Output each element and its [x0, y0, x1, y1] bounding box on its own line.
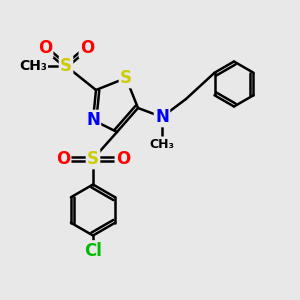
Text: O: O [80, 39, 94, 57]
Text: S: S [60, 57, 72, 75]
Text: S: S [87, 150, 99, 168]
Text: N: N [86, 111, 100, 129]
Text: CH₃: CH₃ [149, 137, 175, 151]
Text: N: N [155, 108, 169, 126]
Text: O: O [38, 39, 52, 57]
Text: S: S [120, 69, 132, 87]
Text: CH₃: CH₃ [19, 59, 47, 73]
Text: O: O [116, 150, 130, 168]
Text: Cl: Cl [84, 242, 102, 260]
Text: O: O [56, 150, 70, 168]
